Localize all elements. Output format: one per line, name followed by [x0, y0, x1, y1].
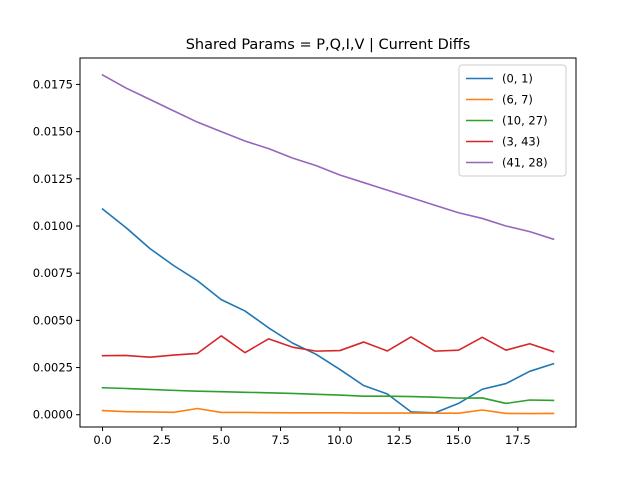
series-line-1 — [101, 407, 555, 415]
plot-frame — [79, 57, 577, 428]
x-tick-label: 7.5 — [271, 433, 289, 447]
x-tick-label: 10.0 — [327, 433, 353, 447]
x-tick-label: 17.5 — [505, 433, 531, 447]
chart-title: Shared Params = P,Q,I,V | Current Diffs — [186, 37, 471, 53]
y-tick-label: 0.0025 — [33, 361, 73, 375]
x-tick-label: 2.5 — [153, 433, 171, 447]
legend-label: (3, 43) — [502, 135, 540, 149]
x-tick-label: 15.0 — [446, 433, 472, 447]
y-axis: 0.0000 0.0025 0.0050 0.0075 0.0100 0.0125 0.01… — [33, 77, 80, 422]
x-tick-label: 12.5 — [386, 433, 412, 447]
y-tick-label: 0.0075 — [33, 266, 73, 280]
x-axis: 0.0 2.5 5.0 7.5 10.0 12.5 15.0 17.5 — [93, 427, 531, 447]
legend-label: (41, 28) — [502, 156, 548, 170]
series-layer — [101, 73, 555, 415]
legend-box — [458, 64, 567, 177]
y-tick-label: 0.0150 — [33, 125, 73, 139]
series-line-3 — [101, 335, 555, 358]
legend: (0, 1) (6, 7) (10, 27) (3, 43) (41, 28) — [458, 64, 567, 177]
legend-label: (6, 7) — [502, 93, 533, 107]
series-line-0 — [101, 207, 555, 414]
x-tick-label: 5.0 — [212, 433, 230, 447]
y-tick-label: 0.0100 — [33, 219, 73, 233]
y-tick-label: 0.0175 — [33, 77, 73, 91]
y-tick-label: 0.0050 — [33, 313, 73, 327]
series-line-4 — [101, 73, 555, 241]
y-tick-label: 0.0125 — [33, 172, 73, 186]
series-line-2 — [101, 386, 555, 405]
y-tick-label: 0.0000 — [33, 408, 73, 422]
x-tick-label: 0.0 — [93, 433, 111, 447]
legend-label: (0, 1) — [502, 72, 533, 86]
legend-label: (10, 27) — [502, 114, 548, 128]
